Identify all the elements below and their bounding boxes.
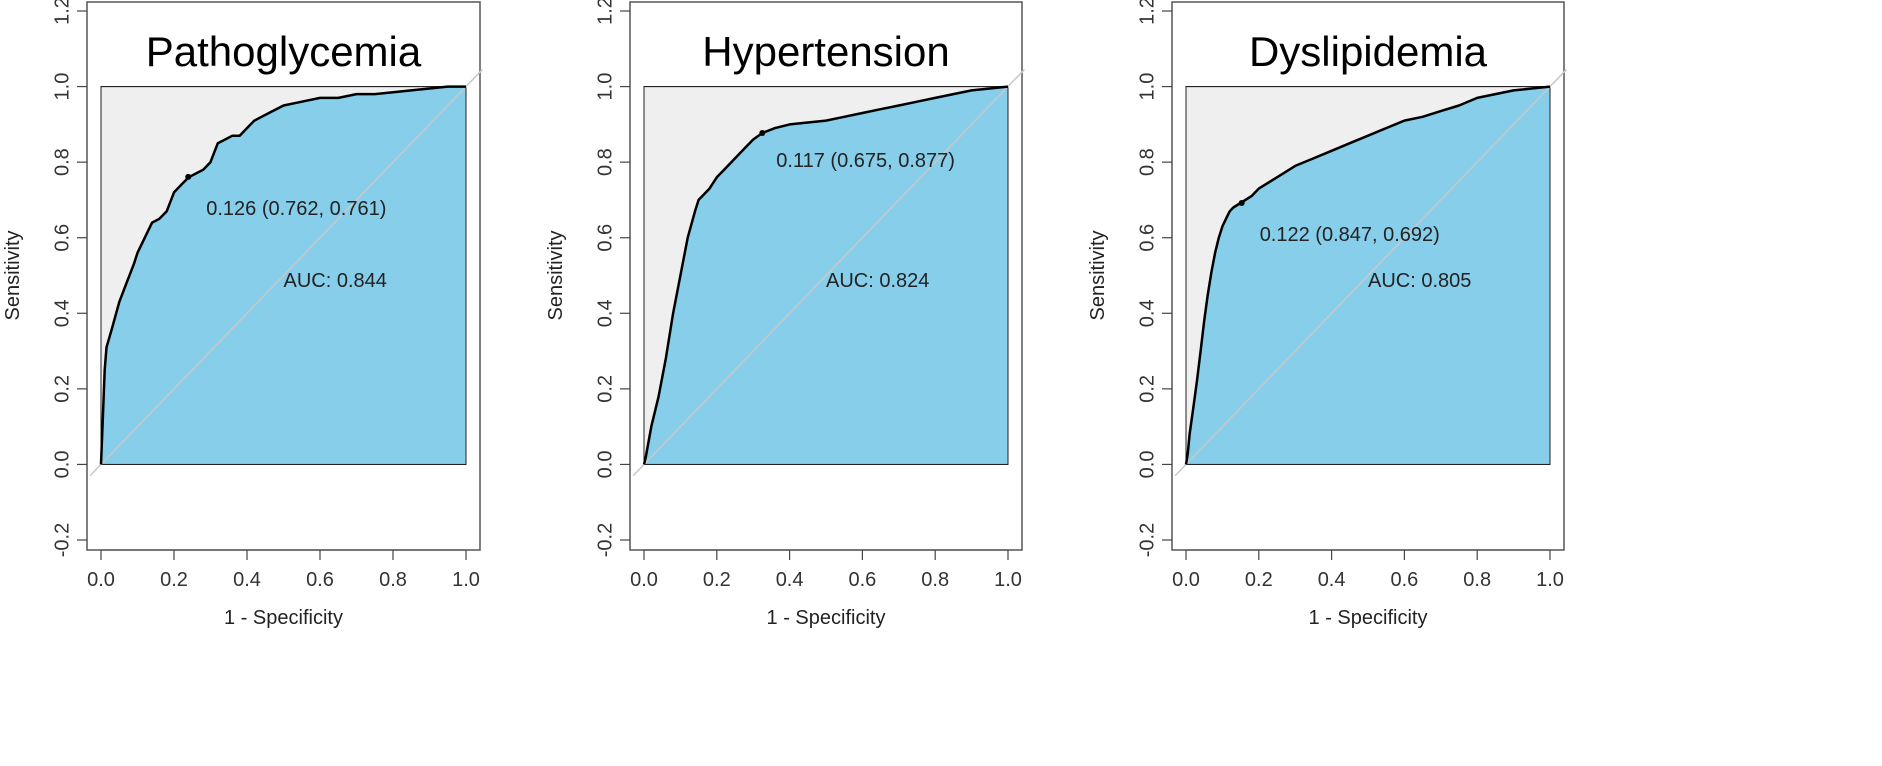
diagonal-line [632,69,1025,477]
y-tick-label: 1.2 [1136,0,1158,25]
threshold-point [185,173,192,180]
x-tick-label: 0.8 [921,569,949,591]
chart-title: Pathoglycemia [146,28,422,75]
y-tick-label: 0.6 [1136,224,1158,252]
y-tick-label: 0.8 [594,148,616,176]
y-tick-label: -0.2 [1136,523,1158,557]
x-tick-label: 1.0 [452,569,480,591]
roc-curve [99,85,466,465]
x-tick-label: 0.2 [703,569,731,591]
y-tick-label: 0.4 [51,299,73,327]
x-tick-label: 0.0 [87,569,115,591]
y-tick-label: 0.2 [1136,375,1158,403]
y-axis-label: Sensitivity [2,230,24,320]
x-tick-label: 1.0 [994,569,1022,591]
threshold-label: 0.117 (0.675, 0.877) [776,150,955,172]
y-tick-label: 0.4 [594,299,616,327]
x-tick-label: 0.6 [306,569,334,591]
x-tick-label: 0.8 [379,569,407,591]
diagonal-line [1174,69,1567,477]
roc-curve [642,85,1009,465]
chart-title: Hypertension [702,28,949,75]
y-tick-label: 0.2 [594,375,616,403]
y-tick-label: 0.6 [594,224,616,252]
roc-panel-1: 0.126 (0.762, 0.761) AUC: 0.844 Pathoglyce… [2,0,483,629]
y-tick-label: 0.0 [51,451,73,479]
y-tick-label: 0.0 [1136,451,1158,479]
x-axis-label: 1 - Specificity [224,607,343,629]
x-tick-label: 0.6 [1390,569,1418,591]
auc-label: AUC: 0.824 [826,270,929,292]
threshold-point [1238,199,1245,206]
threshold-label: 0.122 (0.847, 0.692) [1260,224,1440,246]
auc-label: AUC: 0.844 [284,270,387,292]
chart-title: Dyslipidemia [1249,28,1488,75]
y-tick-label: 1.0 [594,73,616,101]
y-tick-label: -0.2 [51,523,73,557]
x-tick-label: 1.0 [1536,569,1564,591]
diagonal-line [89,69,483,477]
y-tick-label: 0.0 [594,451,616,479]
y-tick-label: 0.4 [1136,299,1158,327]
x-axis-label: 1 - Specificity [1309,607,1428,629]
x-tick-label: 0.6 [848,569,876,591]
x-tick-label: 0.4 [776,569,804,591]
y-axis-label: Sensitivity [1087,230,1109,320]
y-tick-label: 0.8 [51,148,73,176]
x-tick-label: 0.2 [1245,569,1273,591]
x-axis-label: 1 - Specificity [767,607,886,629]
roc-panel-3: 0.122 (0.847, 0.692) AUC: 0.805 Dyslipidem… [1087,0,1567,629]
y-tick-label: 1.0 [1136,73,1158,101]
y-tick-label: 1.2 [51,0,73,25]
auc-label: AUC: 0.805 [1368,270,1471,292]
unit-square-border [1185,86,1551,465]
y-tick-label: -0.2 [594,523,616,557]
roc-panel-2: 0.117 (0.675, 0.877) AUC: 0.824 Hypertensi… [545,0,1025,629]
threshold-label: 0.126 (0.762, 0.761) [206,198,386,220]
x-tick-label: 0.0 [630,569,658,591]
x-tick-label: 0.0 [1172,569,1200,591]
y-tick-label: 0.8 [1136,148,1158,176]
y-tick-label: 0.2 [51,375,73,403]
x-tick-label: 0.2 [160,569,188,591]
roc-curve [1184,85,1551,465]
y-axis-label: Sensitivity [545,230,567,320]
x-tick-label: 0.4 [1318,569,1346,591]
threshold-point [759,130,766,137]
y-tick-label: 0.6 [51,224,73,252]
unit-square-border [100,86,467,465]
x-tick-label: 0.8 [1463,569,1491,591]
x-tick-label: 0.4 [233,569,261,591]
unit-square-border [643,86,1009,465]
y-tick-label: 1.2 [594,0,616,25]
y-tick-label: 1.0 [51,73,73,101]
